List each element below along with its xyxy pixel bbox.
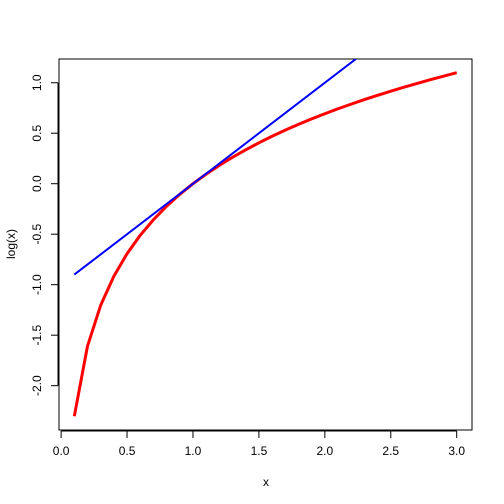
x-tick-label: 0.5 [119, 444, 136, 458]
plot-area [72, 59, 458, 417]
y-tick-label: -1.5 [30, 325, 44, 346]
y-tick-label: -1.0 [30, 274, 44, 295]
series-line [72, 71, 458, 417]
x-tick-label: 0.0 [53, 444, 70, 458]
x-tick-label: 2.0 [316, 444, 333, 458]
x-tick-label: 1.0 [185, 444, 202, 458]
y-tick-label: -0.5 [30, 224, 44, 245]
x-tick-label: 1.5 [251, 444, 268, 458]
y-axis-label: log(x) [4, 229, 18, 259]
y-tick-label: 0.5 [30, 125, 44, 142]
x-axis-label: x [263, 475, 269, 489]
x-tick-label: 2.5 [382, 444, 399, 458]
y-tick-label: -2.0 [30, 375, 44, 396]
plot-frame [58, 58, 473, 431]
y-tick-label: 1.0 [30, 74, 44, 91]
x-tick-label: 3.0 [448, 444, 465, 458]
series-line [73, 59, 358, 276]
y-tick-label: 0.0 [30, 175, 44, 192]
